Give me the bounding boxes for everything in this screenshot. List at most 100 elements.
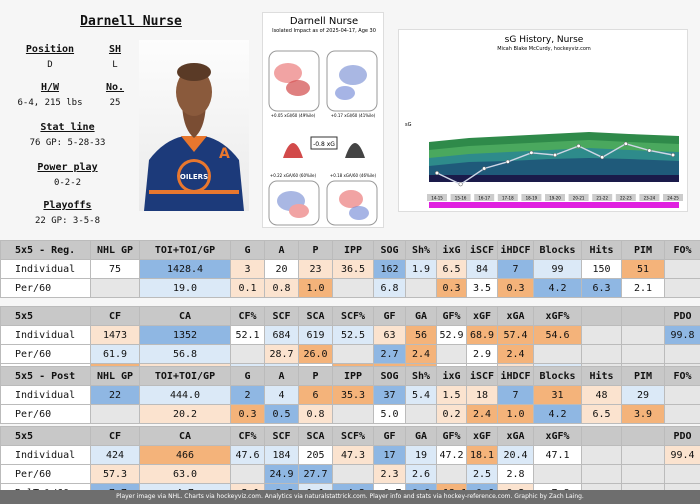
table-row: Per/60 19.0 0.1 0.8 1.0 6.8 0.3 3.5 0.3 4.2 6.3 2.1 (0, 278, 700, 298)
sg-season-label: 21-22 (596, 196, 608, 201)
shoots-label: SH (108, 44, 122, 55)
table-cell: 2.4 (466, 404, 498, 424)
header-row: 5x5 CF CA CF% SCF SCA SCF% GF GA GF% xGF xGA xGF% PDO (0, 306, 700, 326)
table-cell: 61.9 (90, 344, 140, 364)
header-cell: xGF (466, 306, 498, 326)
postseason-table: 5x5 - Post NHL GP TOI+TOI/GP G A P IPP SOG Sh% ix… (0, 366, 700, 424)
table-cell: 162 (373, 259, 406, 279)
table-cell (332, 278, 374, 298)
table-cell (230, 344, 265, 364)
row-label: Per/60 (0, 344, 91, 364)
sg-point (505, 159, 510, 164)
table-cell: 99 (533, 259, 582, 279)
table-cell: 150 (581, 259, 622, 279)
sg-season-box (497, 194, 518, 201)
table-cell: 7 (497, 385, 534, 405)
header-cell: NHL GP (90, 366, 140, 386)
table-cell: 68.9 (466, 325, 498, 345)
table-cell: 2.4 (497, 344, 534, 364)
table-row: Individual 424 466 47.6 184 205 47.3 17 19 47.2 18… (0, 445, 700, 465)
row-label: Individual (0, 325, 91, 345)
header-cell: 5x5 (0, 306, 91, 326)
row-label: Per/60 (0, 404, 91, 424)
regular-season-table: 5x5 - Reg. NHL GP TOI+TOI/GP G A P IPP SOG Sh% ix… (0, 240, 700, 298)
table-cell: 29 (621, 385, 665, 405)
table-cell: 56 (405, 325, 437, 345)
table-cell (230, 464, 265, 484)
table-cell (533, 464, 582, 484)
table-cell (436, 464, 467, 484)
table-cell (581, 464, 622, 484)
table-cell (332, 344, 374, 364)
impact-center-value: -0.8 xG (313, 141, 335, 148)
header-cell: SCF (264, 306, 299, 326)
table-cell: 6.5 (436, 259, 467, 279)
impact-bottom-left: +0.22 xGA/60 (60%ile) (270, 173, 317, 178)
table-cell: 20.4 (497, 445, 534, 465)
table-cell: 48 (581, 385, 622, 405)
oilers-logo: OILERS (180, 173, 208, 181)
table-cell: 57.4 (497, 325, 534, 345)
table-cell: 75 (90, 259, 140, 279)
table-cell: 0.3 (230, 404, 265, 424)
table-cell: 2.8 (497, 464, 534, 484)
table-cell: 23 (298, 259, 333, 279)
sg-season-box (615, 194, 636, 201)
table-cell: 37 (373, 385, 406, 405)
powerplay-value: 0-2-2 (53, 178, 82, 188)
table-cell (405, 404, 437, 424)
table-cell (332, 404, 374, 424)
header-cell: SCF% (332, 306, 374, 326)
header-cell: FO% (664, 366, 700, 386)
table-cell: 466 (139, 445, 231, 465)
table-cell: 1473 (90, 325, 140, 345)
header-cell: CF (90, 306, 140, 326)
header-cell: xGA (497, 426, 534, 446)
table-row: Per/60 57.3 63.0 24.9 27.7 2.3 2.6 2.5 2.8 (0, 464, 700, 484)
table-cell (621, 344, 665, 364)
table-cell: 27.7 (298, 464, 333, 484)
header-cell: PIM (621, 366, 665, 386)
row-label: Per/60 (0, 278, 91, 298)
table-row: Per/60 61.9 56.8 28.7 26.0 2.7 2.4 2.9 2.4 (0, 344, 700, 364)
hw-label: H/W (40, 82, 60, 93)
sg-season-label: 18-19 (526, 196, 538, 201)
table-cell: 1428.4 (139, 259, 231, 279)
table-cell: 3.5 (466, 278, 498, 298)
sg-season-label: 17-18 (502, 196, 514, 201)
sg-point (576, 143, 581, 149)
table-cell (581, 344, 622, 364)
sg-point (647, 148, 652, 153)
table-cell: 2.7 (373, 344, 406, 364)
header-cell: SCF% (332, 426, 374, 446)
table-cell (90, 278, 140, 298)
header-cell: NHL GP (90, 240, 140, 260)
table-cell: 24.9 (264, 464, 299, 484)
header-cell: Hits (581, 240, 622, 260)
table-cell: 63 (373, 325, 406, 345)
table-cell: 0.8 (298, 404, 333, 424)
table-cell (436, 344, 467, 364)
table-cell (621, 445, 665, 465)
sg-season-box (521, 194, 542, 201)
table-cell: 2.1 (621, 278, 665, 298)
header-cell: CF% (230, 306, 265, 326)
table-cell: 6.3 (581, 278, 622, 298)
header-cell: ixG (436, 366, 467, 386)
table-cell (533, 344, 582, 364)
sg-point (458, 182, 463, 187)
sg-season-box (450, 194, 471, 201)
powerplay-label: Power play (37, 162, 98, 173)
table-cell: 19.0 (139, 278, 231, 298)
header-cell: CF (90, 426, 140, 446)
header-cell: iSCF (466, 366, 498, 386)
header-cell: GF% (436, 426, 467, 446)
table-cell: 52.5 (332, 325, 374, 345)
table-cell: 6 (298, 385, 333, 405)
header-cell: Sh% (405, 366, 437, 386)
header-cell: xGA (497, 306, 534, 326)
table-cell: 3.9 (621, 404, 665, 424)
sg-point (552, 152, 558, 158)
table-cell: 4 (264, 385, 299, 405)
